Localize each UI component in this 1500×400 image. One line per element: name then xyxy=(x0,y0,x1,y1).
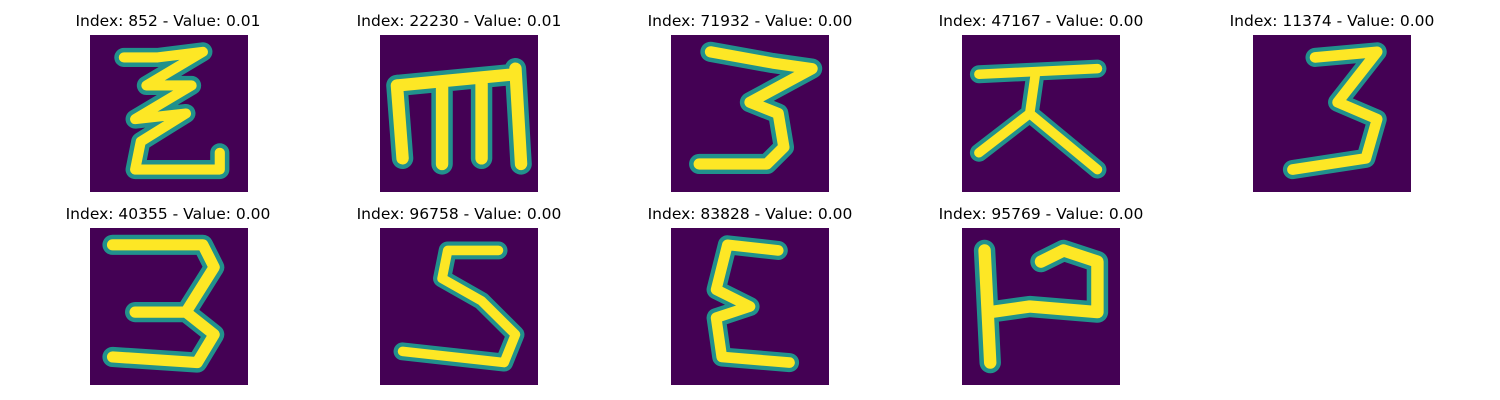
panel-title: Index: 40355 - Value: 0.00 xyxy=(65,205,271,223)
panel-title: Index: 95769 - Value: 0.00 xyxy=(938,205,1144,223)
glyph-image xyxy=(962,35,1120,192)
panel-title: Index: 96758 - Value: 0.00 xyxy=(356,205,562,223)
glyph-image xyxy=(671,228,829,385)
panel-title: Index: 22230 - Value: 0.01 xyxy=(356,12,562,30)
glyph-image xyxy=(380,35,538,192)
glyph-image xyxy=(380,228,538,385)
glyph-image xyxy=(90,35,248,192)
glyph-image xyxy=(962,228,1120,385)
panel-title: Index: 852 - Value: 0.01 xyxy=(75,12,261,30)
panel-title: Index: 83828 - Value: 0.00 xyxy=(647,205,853,223)
glyph-image xyxy=(1253,35,1411,192)
panel-title: Index: 11374 - Value: 0.00 xyxy=(1229,12,1435,30)
glyph-image xyxy=(671,35,829,192)
glyph-image xyxy=(90,228,248,385)
panel-title: Index: 71932 - Value: 0.00 xyxy=(647,12,853,30)
panel-title: Index: 47167 - Value: 0.00 xyxy=(938,12,1144,30)
